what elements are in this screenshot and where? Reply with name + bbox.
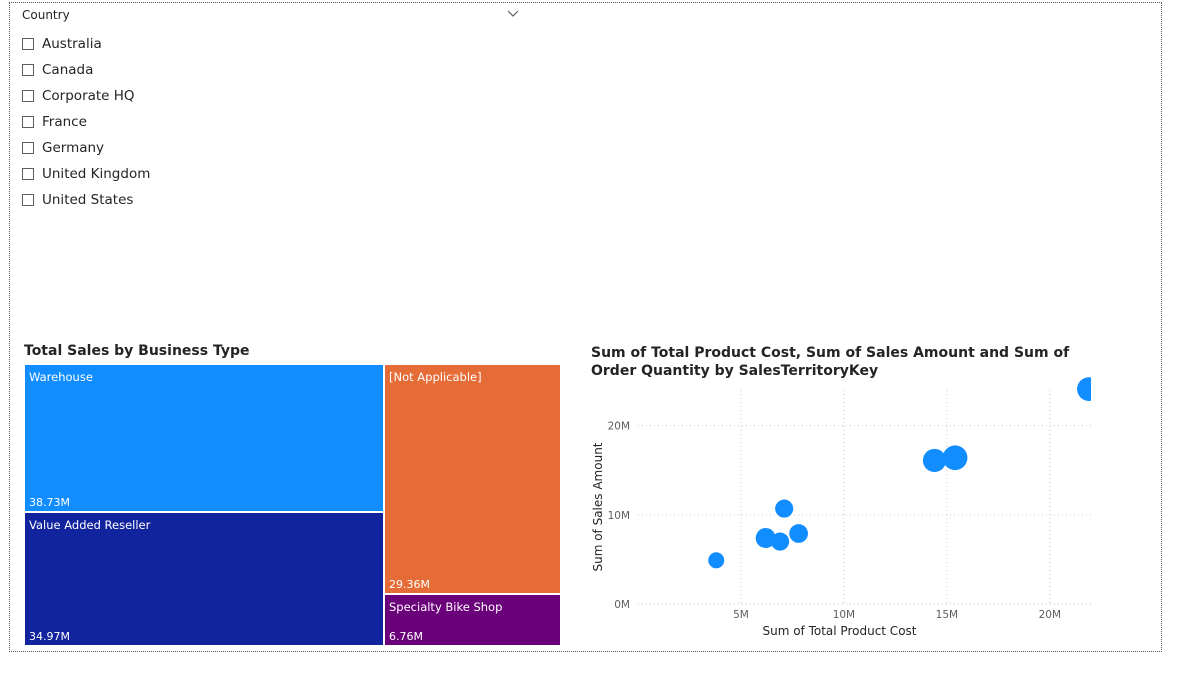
chevron-down-icon[interactable] [506,7,520,21]
slicer-list: Australia Canada Corporate HQ France Ger… [22,31,150,213]
country-slicer: Country Australia Canada Corporate HQ Fr… [22,8,522,218]
x-tick-label: 10M [833,609,855,621]
tile-name: Value Added Reseller [29,518,151,532]
scatter-point[interactable] [942,445,968,471]
scatter-point[interactable] [708,552,725,569]
scatter-point[interactable] [922,448,947,473]
slicer-item-france[interactable]: France [22,109,150,135]
tile-value: 6.76M [389,630,423,643]
x-tick-label: 15M [936,609,958,621]
slicer-item-label: Germany [42,140,105,156]
checkbox[interactable] [22,38,34,50]
scatter-plot: 0M 10M 20M 5M 10M 15M 20M Sum of Total Product … [591,377,1101,638]
x-tick-label: 5M [733,609,749,621]
scatter-point[interactable] [755,528,776,549]
slicer-item-corporate-hq[interactable]: Corporate HQ [22,83,150,109]
checkbox[interactable] [22,168,34,180]
scatter-visual: 0M 10M 20M 5M 10M 15M 20M Sum of Total Product … [588,377,1108,650]
checkbox[interactable] [22,194,34,206]
tile-value: 34.97M [29,630,70,643]
checkbox[interactable] [22,142,34,154]
slicer-item-australia[interactable]: Australia [22,31,150,57]
scatter-point[interactable] [771,532,790,551]
slicer-item-label: Corporate HQ [42,88,135,104]
scatter-title: Sum of Total Product Cost, Sum of Sales … [591,344,1111,380]
treemap-tile-warehouse[interactable]: Warehouse 38.73M [24,364,384,512]
scatter-point[interactable] [775,499,794,518]
y-tick-label: 20M [608,421,630,433]
y-tick-label: 0M [614,599,630,611]
treemap-tile-not-applicable[interactable]: [Not Applicable] 29.36M [384,364,561,594]
checkbox[interactable] [22,90,34,102]
slicer-item-united-kingdom[interactable]: United Kingdom [22,161,150,187]
slicer-item-label: United Kingdom [42,166,151,182]
treemap-tile-value-added-reseller[interactable]: Value Added Reseller 34.97M [24,512,384,646]
slicer-item-label: Australia [42,36,102,52]
scatter-point[interactable] [789,524,808,543]
slicer-item-label: United States [42,192,134,208]
x-axis-label: Sum of Total Product Cost [762,624,916,638]
slicer-title: Country [22,8,70,22]
x-tick-label: 20M [1039,609,1061,621]
slicer-item-canada[interactable]: Canada [22,57,150,83]
scatter-title-text: Sum of Total Product Cost, Sum of Sales … [591,345,1070,379]
tile-name: [Not Applicable] [389,370,482,384]
y-axis-label: Sum of Sales Amount [591,442,605,571]
treemap-visual: Warehouse 38.73M Value Added Reseller 34… [24,364,561,646]
slicer-item-label: Canada [42,62,94,78]
checkbox[interactable] [22,64,34,76]
tile-value: 29.36M [389,578,430,591]
checkbox[interactable] [22,116,34,128]
slicer-item-label: France [42,114,87,130]
treemap-title: Total Sales by Business Type [24,343,250,359]
scatter-point[interactable] [1077,377,1101,401]
report-canvas-frame [9,2,1162,652]
tile-name: Specialty Bike Shop [389,600,503,614]
tile-value: 38.73M [29,496,70,509]
y-tick-label: 10M [608,510,630,522]
slicer-item-germany[interactable]: Germany [22,135,150,161]
tile-name: Warehouse [29,370,93,384]
slicer-item-united-states[interactable]: United States [22,187,150,213]
treemap-tile-specialty-bike-shop[interactable]: Specialty Bike Shop 6.76M [384,594,561,646]
